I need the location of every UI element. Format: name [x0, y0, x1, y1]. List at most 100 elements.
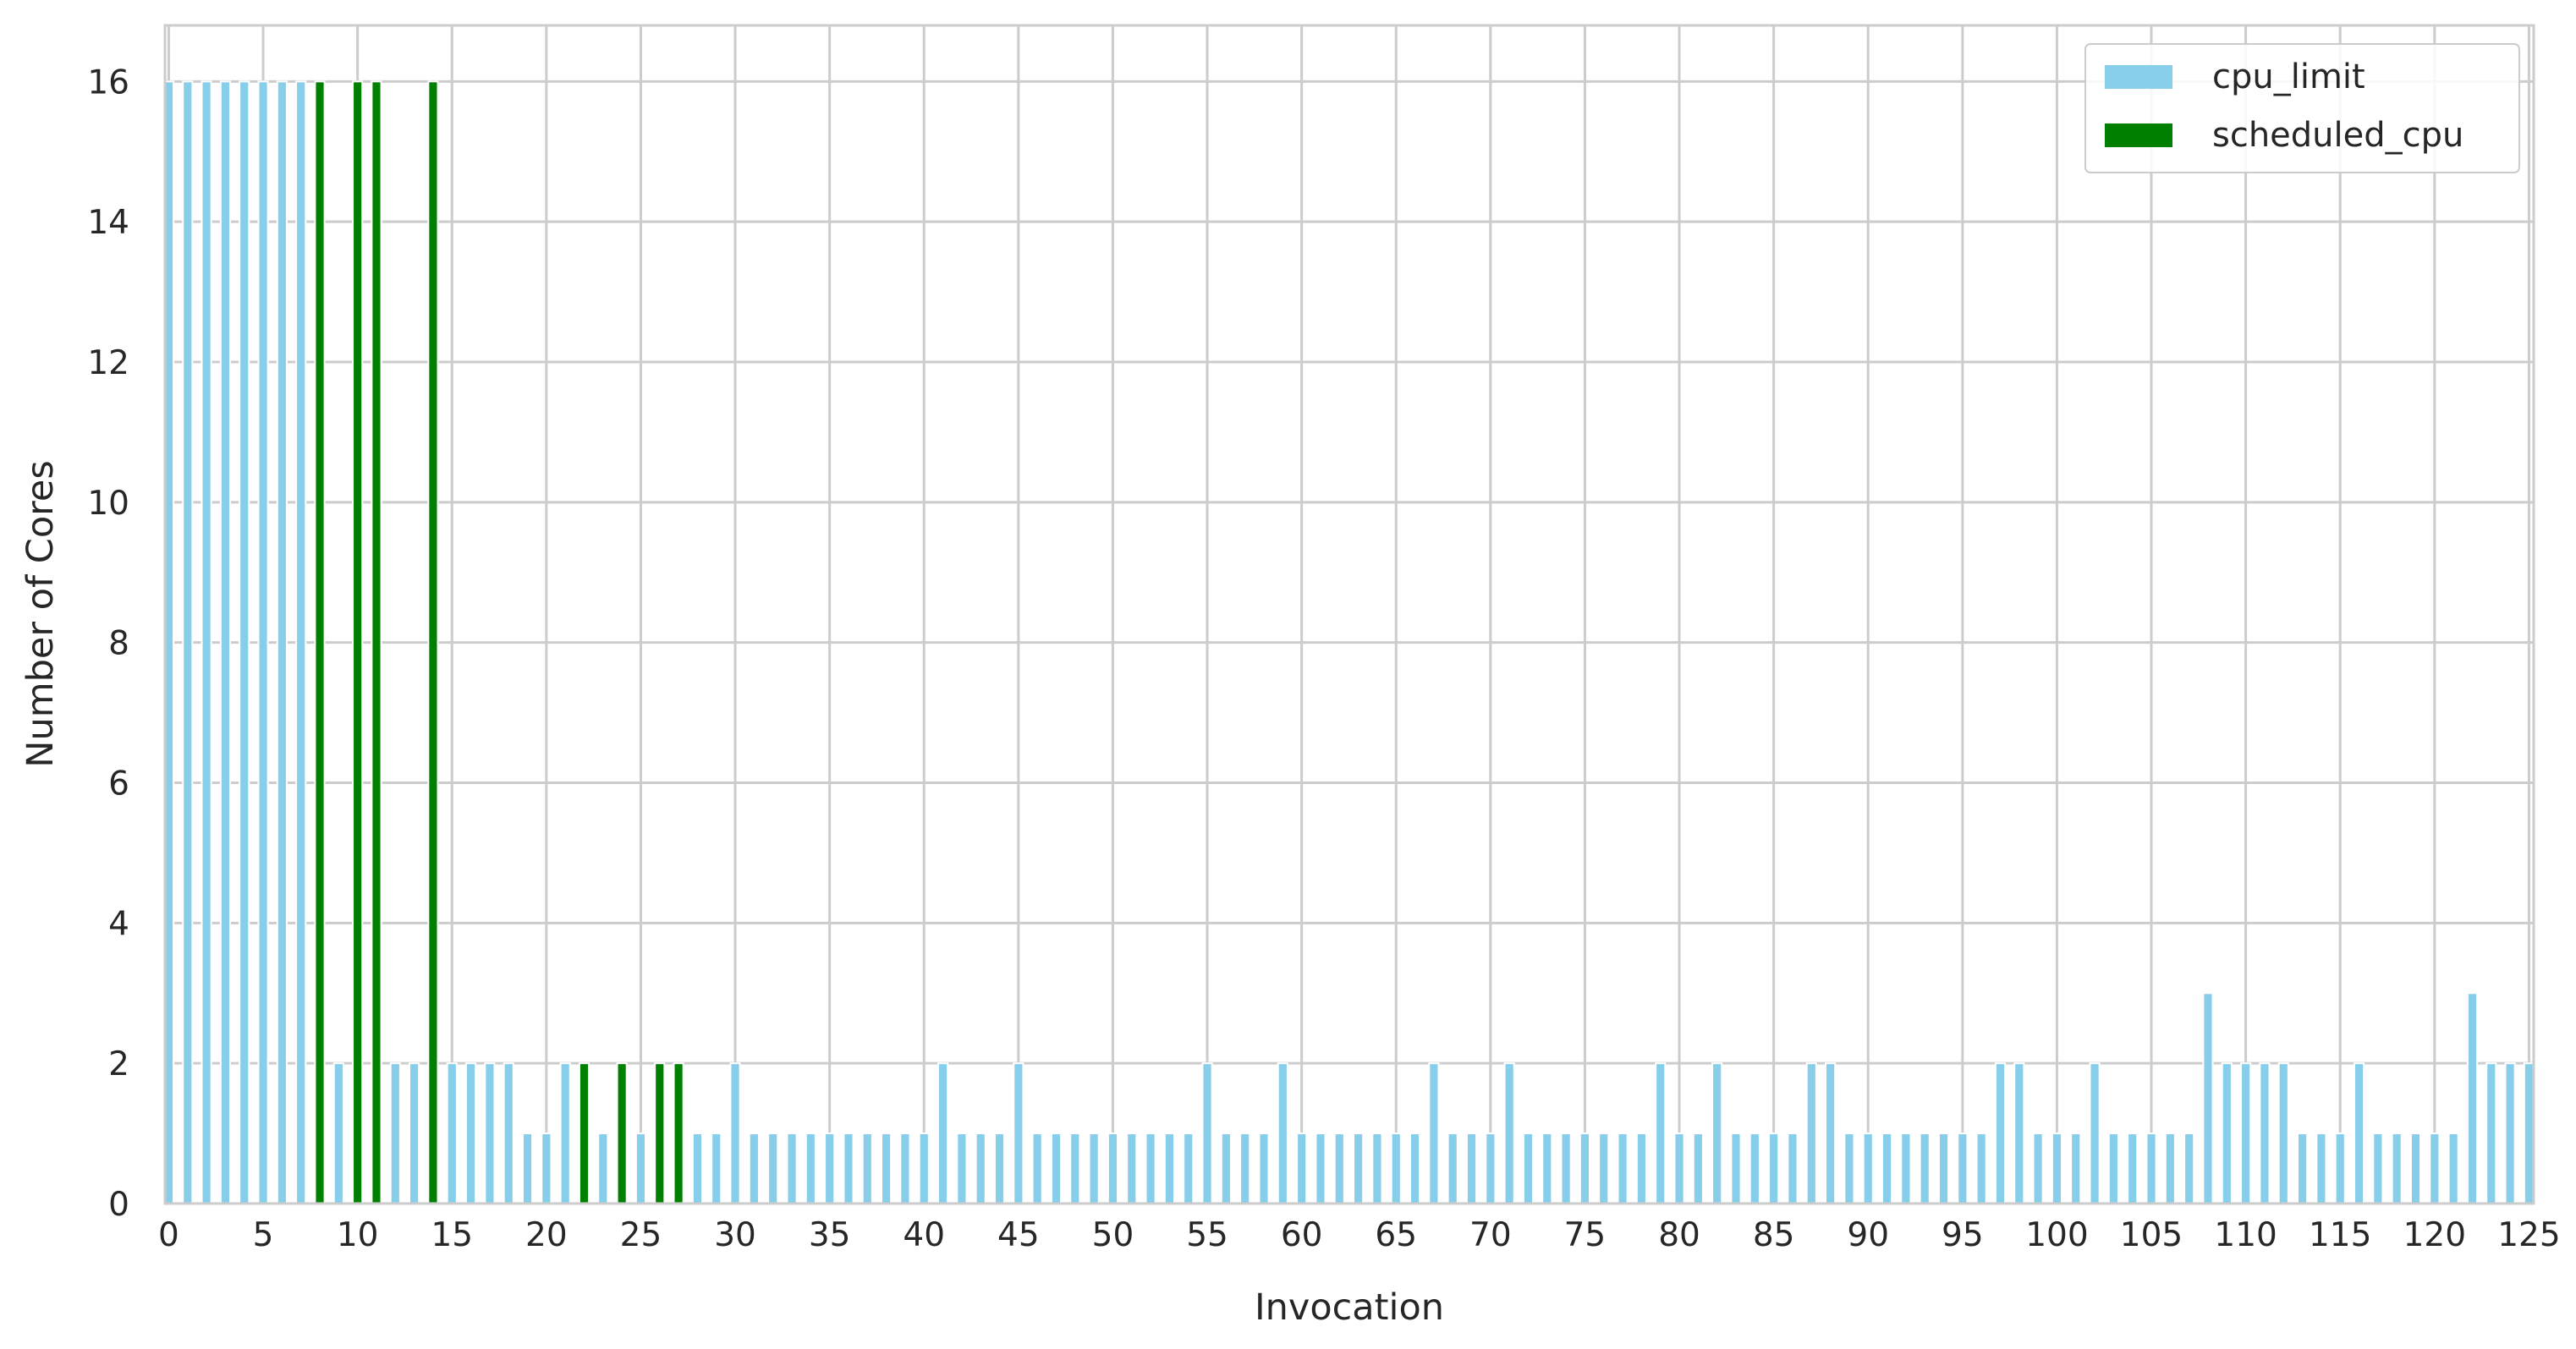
bar-cpu-limit [2202, 992, 2214, 1204]
bar-cpu-limit [2127, 1132, 2139, 1205]
x-tick-label: 40 [903, 1216, 945, 1254]
bar-cpu-limit [239, 80, 250, 1204]
bar-cpu-limit [276, 80, 288, 1204]
bar-cpu-limit [1749, 1132, 1760, 1205]
bar-cpu-limit [2297, 1132, 2309, 1205]
y-tick-label: 4 [108, 905, 129, 943]
bar-cpu-limit [1787, 1132, 1799, 1205]
bar-cpu-limit [1277, 1062, 1288, 1204]
x-tick-label: 110 [2214, 1216, 2277, 1254]
bar-scheduled-cpu [314, 80, 326, 1204]
bar-cpu-limit [729, 1062, 741, 1204]
bar-cpu-limit [1390, 1132, 1402, 1205]
x-tick-label: 80 [1658, 1216, 1700, 1254]
bar-cpu-limit [1447, 1132, 1458, 1205]
bar-scheduled-cpu [427, 80, 439, 1204]
bar-cpu-limit [521, 1132, 534, 1205]
bar-cpu-limit [691, 1132, 703, 1205]
x-tick-label: 90 [1847, 1216, 1889, 1254]
bar-cpu-limit [200, 80, 212, 1204]
y-tick-label: 0 [108, 1186, 129, 1224]
legend-swatch-scheduled-cpu [2105, 123, 2172, 147]
bar-cpu-limit [1050, 1132, 1063, 1205]
bar-cpu-limit [257, 80, 269, 1204]
x-tick-label: 85 [1753, 1216, 1795, 1254]
bar-cpu-limit [2504, 1062, 2516, 1204]
bar-cpu-limit [1069, 1132, 1081, 1205]
bar-cpu-limit [2391, 1132, 2403, 1205]
bar-cpu-limit [711, 1132, 722, 1205]
bar-scheduled-cpu [371, 80, 382, 1204]
bar-cpu-limit [993, 1132, 1006, 1205]
y-tick-label: 6 [108, 765, 129, 803]
bar-cpu-limit [464, 1062, 477, 1204]
bar-cpu-limit [1598, 1132, 1610, 1205]
bar-cpu-limit [1296, 1132, 1308, 1205]
bar-cpu-limit [899, 1132, 911, 1205]
bar-cpu-limit [2429, 1132, 2441, 1205]
bar-cpu-limit [1825, 1062, 1837, 1204]
bar-cpu-limit [1465, 1132, 1478, 1205]
bar-cpu-limit [936, 1062, 949, 1204]
bar-cpu-limit [1711, 1062, 1723, 1204]
bar-scheduled-cpu [352, 80, 364, 1204]
bar-cpu-limit [1503, 1062, 1515, 1204]
bar-cpu-limit [446, 1062, 458, 1204]
y-tick-label: 12 [87, 344, 129, 382]
x-tick-label: 5 [253, 1216, 274, 1254]
bar-cpu-limit [1183, 1132, 1195, 1205]
bar-cpu-limit [2145, 1132, 2157, 1205]
x-tick-label: 35 [809, 1216, 851, 1254]
bar-scheduled-cpu [616, 1062, 628, 1204]
bar-cpu-limit [484, 1062, 496, 1204]
bar-cpu-limit [1485, 1132, 1497, 1205]
x-tick-label: 20 [525, 1216, 568, 1254]
bar-cpu-limit [2409, 1132, 2422, 1205]
bar-cpu-limit [1617, 1132, 1629, 1205]
bar-cpu-limit [1409, 1132, 1421, 1205]
bar-cpu-limit [1937, 1132, 1950, 1205]
bar-cpu-limit [2485, 1062, 2497, 1204]
bar-cpu-limit [2372, 1132, 2384, 1205]
x-tick-label: 15 [431, 1216, 473, 1254]
bar-cpu-limit [1900, 1132, 1912, 1205]
y-tick-labels: 0 2 4 6 8 10 12 14 16 [87, 63, 129, 1224]
x-tick-label: 25 [620, 1216, 662, 1254]
x-tick-label: 70 [1469, 1216, 1512, 1254]
bar-cpu-limit [956, 1132, 968, 1205]
bar-cpu-limit [1862, 1132, 1874, 1205]
bar-cpu-limit [389, 1062, 401, 1204]
bar-cpu-limit [1975, 1132, 1987, 1205]
legend-label-cpu-limit: cpu_limit [2212, 58, 2365, 96]
x-tick-label: 30 [714, 1216, 756, 1254]
bar-cpu-limit [1315, 1132, 1326, 1205]
x-tick-label: 95 [1942, 1216, 1984, 1254]
bar-cpu-limit [1258, 1132, 1270, 1205]
bar-cpu-limit [2315, 1132, 2327, 1205]
bar-cpu-limit [1013, 1062, 1024, 1204]
x-tick-label: 50 [1092, 1216, 1134, 1254]
bar-cpu-limit [1428, 1062, 1440, 1204]
bar-scheduled-cpu [654, 1062, 666, 1204]
bar-cpu-limit [748, 1132, 760, 1205]
bar-cpu-limit [2353, 1062, 2365, 1204]
x-axis-label: Invocation [1255, 1286, 1444, 1329]
x-tick-label: 105 [2120, 1216, 2183, 1254]
bar-cpu-limit [805, 1132, 816, 1205]
bar-cpu-limit [2013, 1062, 2025, 1204]
y-tick-label: 16 [87, 63, 129, 101]
bar-cpu-limit [1579, 1132, 1591, 1205]
bar-cpu-limit [2070, 1132, 2082, 1205]
bar-cpu-limit [2164, 1132, 2176, 1205]
bar-cpu-limit [295, 80, 307, 1204]
bar-cpu-limit [1371, 1132, 1383, 1205]
bar-cpu-limit [786, 1132, 798, 1205]
bar-cpu-limit [1768, 1132, 1780, 1205]
bar-cpu-limit [1107, 1132, 1119, 1205]
bar-cpu-limit [2334, 1132, 2346, 1205]
legend-swatch-cpu-limit [2105, 65, 2172, 89]
x-tick-label: 125 [2497, 1216, 2560, 1254]
bar-cpu-limit [2089, 1062, 2101, 1204]
x-tick-label: 45 [997, 1216, 1040, 1254]
